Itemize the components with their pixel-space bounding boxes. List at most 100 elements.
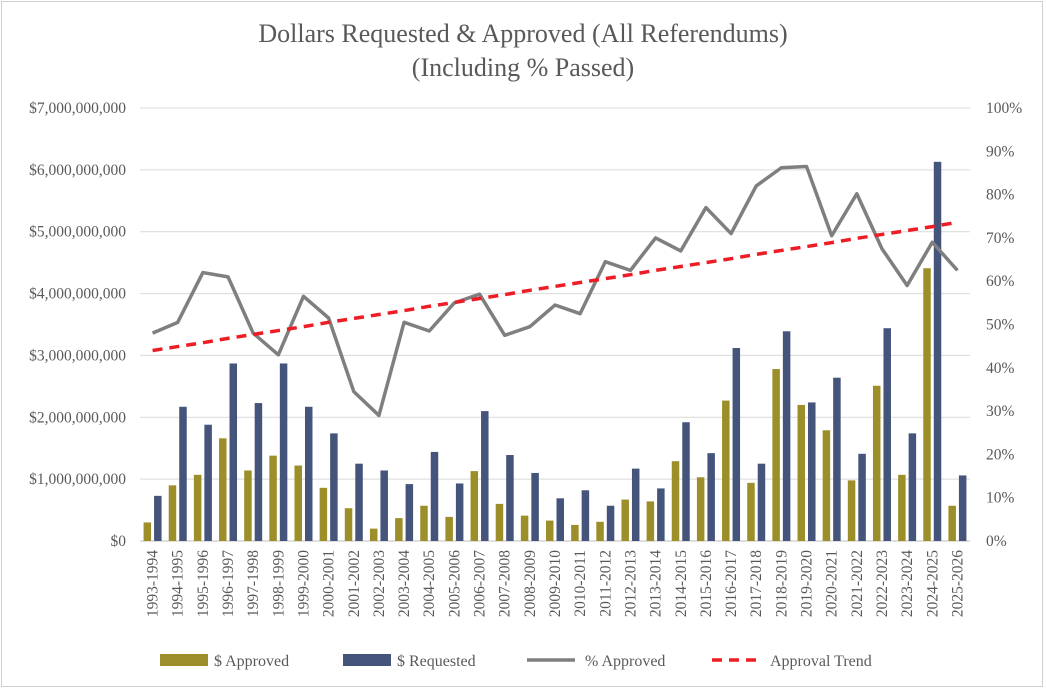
- bar-requested: [304, 406, 313, 541]
- bar-approved: [193, 474, 202, 541]
- line-pct-approved: [151, 164, 959, 418]
- axes-group: $0 $1,000,000,000 $2,000,000,000 $3,000,000…: [29, 100, 1022, 617]
- y-left-tick-label: $7,000,000,000: [29, 100, 126, 117]
- x-tick-label: 2011-2012: [597, 550, 614, 617]
- bar-approved: [671, 461, 680, 541]
- legend-swatch: [160, 654, 208, 666]
- bar-requested: [682, 422, 690, 541]
- x-tick-label: 2022-2023: [874, 550, 891, 617]
- bar-approved: [722, 400, 730, 541]
- bar-approved: [872, 385, 881, 541]
- y-right-tick-label: 90%: [986, 143, 1015, 160]
- y-left-tick-label: $6,000,000,000: [29, 162, 126, 179]
- x-tick-label: 2002-2003: [371, 550, 388, 617]
- x-tick-label: 2004-2005: [421, 550, 438, 617]
- legend-label: Approval Trend: [770, 653, 872, 670]
- bar-requested: [808, 402, 816, 541]
- bar-approved: [369, 528, 378, 541]
- bar-approved: [395, 518, 403, 541]
- y-left-tick-label: $3,000,000,000: [29, 347, 126, 364]
- x-tick-label: 1999-2000: [295, 550, 312, 617]
- bar-requested: [355, 463, 363, 541]
- bar-approved: [596, 521, 604, 541]
- x-tick-label: 2006-2007: [472, 550, 489, 617]
- legend-label: $ Requested: [397, 653, 476, 670]
- x-tick-label: 2009-2010: [547, 550, 564, 617]
- bar-approved: [168, 485, 177, 541]
- x-tick-label: 2012-2013: [622, 550, 639, 617]
- bar-approved: [571, 524, 579, 541]
- bar-requested: [631, 468, 640, 541]
- bar-approved: [420, 505, 428, 541]
- bar-approved: [898, 474, 906, 541]
- bar-requested: [179, 406, 187, 541]
- x-tick-label: 2018-2019: [773, 550, 790, 617]
- bar-requested: [581, 490, 590, 541]
- y-left-tick-label: $0: [111, 533, 127, 550]
- x-tick-label: 2015-2016: [698, 550, 715, 617]
- y-right-tick-label: 80%: [986, 187, 1015, 204]
- x-tick-label: 2021-2022: [849, 550, 866, 617]
- bar-requested: [481, 411, 489, 541]
- bar-approved: [319, 487, 328, 541]
- x-tick-label: 1997-1998: [245, 550, 262, 617]
- bar-requested: [908, 433, 917, 541]
- y-left-tick-label: $2,000,000,000: [29, 409, 126, 426]
- x-tick-label: 2005-2006: [446, 550, 463, 617]
- y-left-tick-label: $4,000,000,000: [29, 286, 126, 303]
- bar-approved: [797, 404, 806, 541]
- bar-approved: [772, 369, 780, 541]
- bar-approved: [696, 477, 705, 541]
- bar-requested: [782, 331, 791, 541]
- bar-approved: [445, 516, 453, 541]
- bar-requested: [455, 483, 464, 541]
- x-tick-label: 2023-2024: [899, 550, 916, 617]
- bar-requested: [858, 453, 866, 541]
- bar-requested: [707, 453, 715, 541]
- bar-approved: [923, 268, 931, 541]
- y-right-tick-label: 0%: [986, 533, 1007, 550]
- bar-requested: [958, 475, 967, 541]
- bars-group: [143, 161, 967, 541]
- x-tick-label: 1994-1995: [170, 550, 187, 617]
- bar-requested: [657, 488, 665, 541]
- bar-requested: [506, 455, 514, 541]
- x-tick-label: 2008-2009: [522, 550, 539, 617]
- y-right-tick-label: 30%: [986, 403, 1015, 420]
- bar-requested: [833, 377, 841, 541]
- x-tick-label: 2024-2025: [924, 550, 941, 617]
- y-right-tick-label: 60%: [986, 273, 1015, 290]
- x-tick-label: 2001-2002: [346, 550, 363, 617]
- bar-approved: [470, 471, 479, 541]
- x-tick-label: 1996-1997: [220, 550, 237, 617]
- bar-requested: [430, 451, 439, 541]
- bar-requested: [556, 498, 564, 541]
- bar-requested: [405, 484, 414, 541]
- bar-approved: [520, 515, 529, 541]
- legend: $ Approved $ Requested % Approved Approval …: [160, 653, 872, 670]
- bar-approved: [546, 520, 554, 541]
- bar-requested: [279, 363, 288, 541]
- bar-approved: [822, 430, 831, 541]
- bar-requested: [757, 463, 766, 541]
- bar-requested: [380, 470, 388, 541]
- x-tick-label: 1995-1996: [195, 550, 212, 617]
- bar-approved: [269, 455, 277, 541]
- x-tick-label: 2025-2026: [949, 550, 966, 617]
- bar-requested: [883, 328, 891, 541]
- bar-approved: [244, 470, 252, 541]
- x-tick-label: 2016-2017: [723, 550, 740, 617]
- x-tick-label: 2014-2015: [673, 550, 690, 617]
- bar-approved: [219, 438, 227, 541]
- x-tick-label: 2000-2001: [321, 550, 338, 617]
- bar-approved: [344, 508, 353, 541]
- y-left-tick-label: $1,000,000,000: [29, 471, 126, 488]
- legend-swatch: [343, 654, 391, 666]
- legend-label: % Approved: [585, 653, 665, 670]
- bar-approved: [747, 482, 755, 541]
- line-approval-trend: [152, 220, 958, 353]
- bar-requested: [732, 348, 741, 541]
- bar-approved: [621, 499, 629, 541]
- x-tick-label: 2003-2004: [396, 550, 413, 617]
- x-tick-label: 1998-1999: [270, 550, 287, 617]
